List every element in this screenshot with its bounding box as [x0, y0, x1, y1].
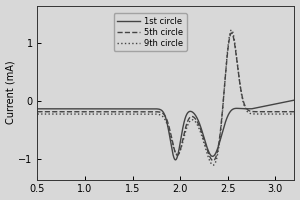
1st circle	[154, 108, 158, 110]
9th circle	[36, 113, 39, 115]
Y-axis label: Current (mA): Current (mA)	[6, 61, 16, 124]
5th circle	[36, 111, 39, 113]
1st circle	[238, 107, 242, 110]
Line: 9th circle: 9th circle	[38, 30, 294, 165]
1st circle	[285, 100, 289, 103]
5th circle	[154, 111, 158, 113]
1st circle	[36, 108, 39, 110]
5th circle	[49, 111, 52, 113]
Line: 5th circle: 5th circle	[38, 33, 294, 161]
9th circle	[212, 164, 215, 166]
9th circle	[154, 113, 158, 115]
1st circle	[285, 100, 289, 103]
9th circle	[230, 29, 233, 31]
1st circle	[160, 110, 164, 112]
9th circle	[49, 113, 52, 115]
5th circle	[160, 112, 164, 114]
5th circle	[285, 111, 289, 113]
5th circle	[292, 111, 296, 113]
9th circle	[292, 113, 296, 115]
9th circle	[285, 113, 289, 115]
5th circle	[230, 32, 233, 34]
9th circle	[160, 115, 164, 117]
9th circle	[238, 84, 242, 86]
Legend: 1st circle, 5th circle, 9th circle: 1st circle, 5th circle, 9th circle	[114, 13, 187, 51]
5th circle	[285, 111, 289, 113]
1st circle	[174, 159, 177, 161]
5th circle	[212, 159, 215, 162]
5th circle	[238, 83, 242, 86]
1st circle	[49, 108, 52, 110]
Line: 1st circle: 1st circle	[38, 100, 294, 160]
9th circle	[285, 113, 289, 115]
1st circle	[292, 99, 296, 101]
